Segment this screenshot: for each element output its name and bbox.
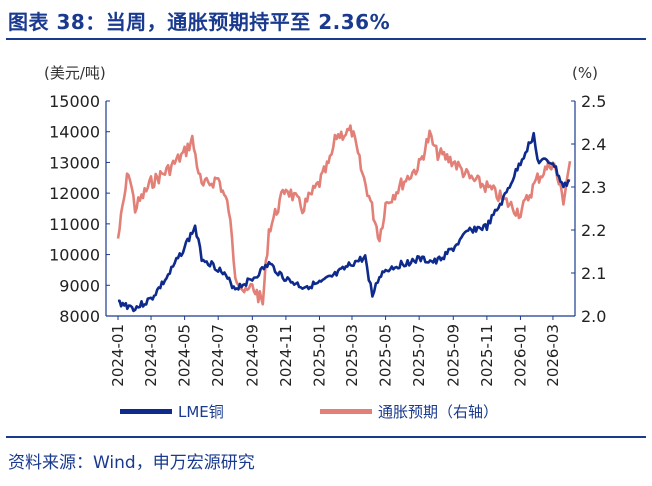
x-tick-label: 2025-11 — [478, 324, 496, 387]
legend-item-lme: LME铜 — [120, 401, 224, 421]
left-tick-label: 11000 — [49, 215, 100, 234]
legend-swatch-lme — [120, 408, 172, 414]
left-tick-label: 8000 — [59, 307, 100, 326]
x-tick-label: 2025-01 — [311, 324, 329, 387]
chart-title: 图表 38：当周，通胀预期持平至 2.36% — [8, 10, 391, 34]
x-tick-label: 2025-07 — [410, 324, 428, 387]
right-tick-label: 2.4 — [581, 135, 606, 154]
right-axis-unit: (%) — [572, 64, 598, 82]
right-tick-label: 2.0 — [581, 307, 606, 326]
left-axis-unit: (美元/吨) — [44, 64, 106, 82]
left-tick-label: 14000 — [49, 123, 100, 142]
x-tick-label: 2024-07 — [209, 324, 227, 387]
footer-divider — [6, 436, 646, 438]
x-tick-label: 2024-03 — [142, 324, 160, 387]
left-tick-label: 9000 — [59, 276, 100, 295]
x-tick-label: 2024-11 — [277, 324, 295, 387]
right-tick-label: 2.1 — [581, 264, 606, 283]
x-tick-label: 2025-09 — [444, 324, 462, 387]
x-tick-label: 2025-05 — [377, 324, 395, 387]
series-line-lme — [117, 131, 571, 313]
left-tick-label: 12000 — [49, 184, 100, 203]
left-tick-label: 15000 — [49, 92, 100, 111]
series-line-inflation — [116, 124, 572, 306]
x-tick-label: 2024-09 — [243, 324, 261, 387]
x-tick-label: 2024-05 — [176, 324, 194, 387]
legend-label-lme: LME铜 — [178, 402, 224, 421]
x-tick-label: 2026-01 — [511, 324, 529, 387]
legend-label-inflation: 通胀预期（右轴） — [378, 402, 499, 421]
x-tick-label: 2026-03 — [544, 324, 562, 387]
chart-canvas: (美元/吨) (%) 8000 9000 10000 11000 12000 13000 140… — [44, 64, 606, 387]
right-tick-label: 2.2 — [581, 221, 606, 240]
legend-item-inflation: 通胀预期（右轴） — [320, 401, 498, 421]
left-tick-label: 13000 — [49, 153, 100, 172]
right-tick-label: 2.5 — [581, 92, 606, 111]
title-divider — [6, 38, 646, 40]
x-tick-label: 2025-03 — [343, 324, 361, 387]
left-tick-label: 10000 — [49, 246, 100, 265]
legend-swatch-inflation — [320, 408, 372, 414]
source-note: 资料来源：Wind，申万宏源研究 — [8, 453, 255, 473]
right-tick-label: 2.3 — [581, 178, 606, 197]
x-tick-label: 2024-01 — [109, 324, 127, 387]
